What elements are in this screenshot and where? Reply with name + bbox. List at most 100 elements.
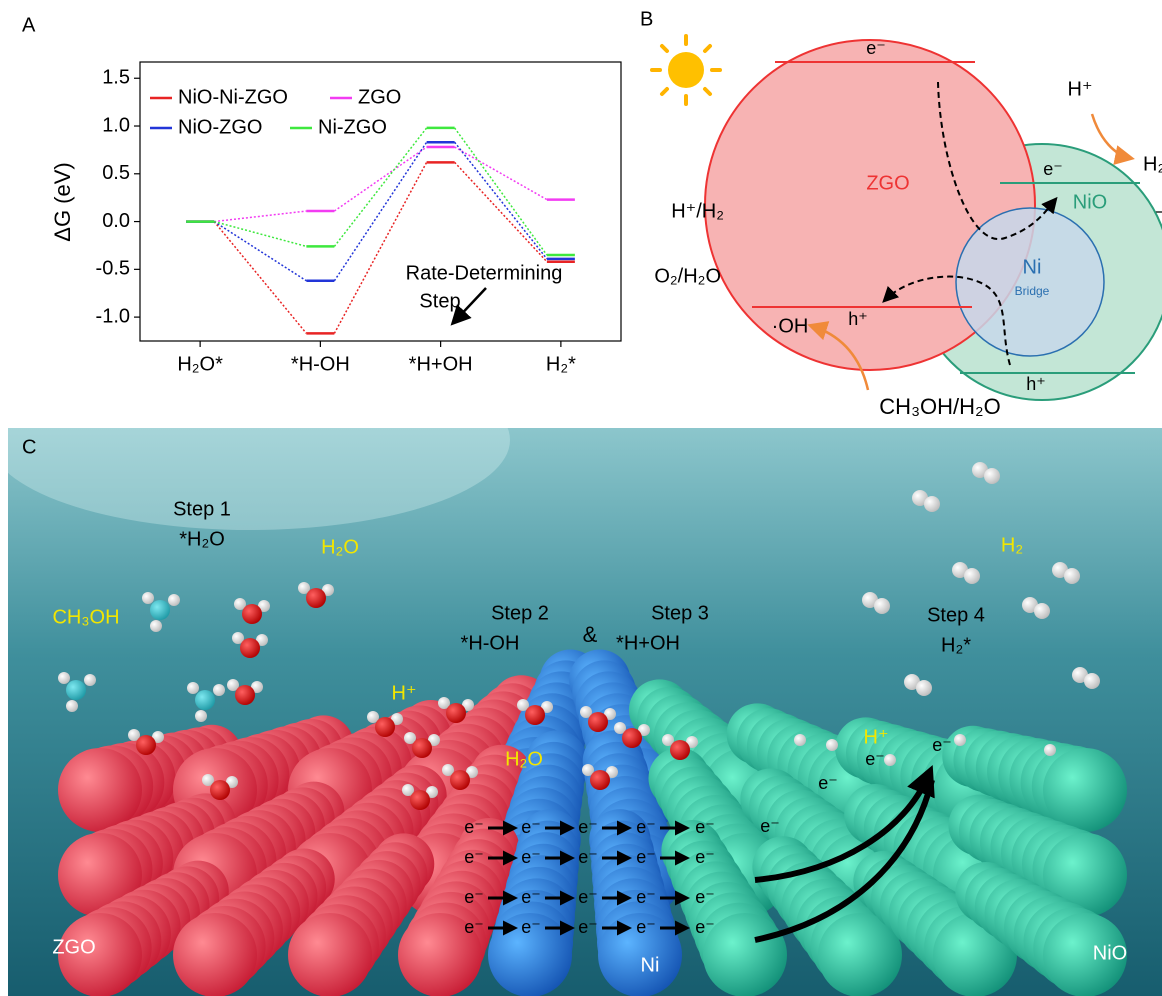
h-atom: [142, 592, 154, 604]
electron-label: e⁻: [695, 917, 715, 937]
legend-label: ZGO: [358, 86, 401, 108]
h-atom: [213, 684, 225, 696]
panel-c: e⁻e⁻e⁻e⁻e⁻e⁻e⁻e⁻e⁻e⁻e⁻e⁻e⁻e⁻e⁻e⁻e⁻e⁻e⁻e⁻: [0, 350, 1162, 996]
h-atom: [874, 598, 890, 614]
connector: [334, 142, 426, 281]
atom: [136, 735, 156, 755]
atom: [590, 770, 610, 790]
panel-b: B e⁻ H⁺ H₂ ZGO e⁻ NiO Ni Bridge H⁺/H₂ O₂…: [640, 8, 1162, 419]
electron-label: e⁻: [521, 817, 541, 837]
h-atom: [794, 734, 806, 746]
x-tick-label: *H+OH: [409, 353, 473, 375]
atom: [622, 728, 642, 748]
electron-label: e⁻: [636, 817, 656, 837]
panel-a: A ΔG (eV) Rate-Determining Step -1.0-0.5…: [22, 14, 621, 375]
level-label: H⁺/H₂: [671, 200, 724, 222]
atom: [288, 913, 372, 996]
legend-label: NiO-ZGO: [178, 116, 262, 138]
step-label: H₂*: [941, 634, 971, 656]
h-atom: [168, 594, 180, 606]
legend-label: NiO-Ni-ZGO: [178, 86, 288, 108]
h-atom: [84, 674, 96, 686]
scavenger-label: CH₃OH/H₂O: [879, 394, 1000, 419]
electron-label: e⁻: [521, 847, 541, 867]
electron-label: e⁻: [695, 817, 715, 837]
connector: [334, 147, 426, 211]
panel-label: A: [22, 14, 36, 36]
hole-label: h⁺: [1026, 374, 1046, 394]
material-label: Ni: [641, 954, 660, 976]
atom: [703, 913, 787, 996]
electron-label: e⁻: [464, 817, 484, 837]
h-atom: [916, 680, 932, 696]
connector: [214, 211, 306, 222]
x-tick-label: H₂O*: [177, 353, 223, 375]
y-tick-label: 0.0: [102, 210, 130, 232]
h-atom: [195, 710, 207, 722]
atom: [242, 604, 262, 624]
h-atom: [1044, 744, 1056, 756]
reaction-arrow: [1092, 114, 1130, 158]
step-label: *H-OH: [461, 632, 520, 654]
hydrogen-label: H₂: [1143, 153, 1162, 175]
atom: [375, 717, 395, 737]
y-tick-label: -0.5: [96, 258, 130, 280]
electron-label: e⁻: [464, 887, 484, 907]
material-label: ZGO: [52, 936, 95, 958]
ni-label: Ni: [1023, 256, 1042, 278]
step-label: *H₂O: [179, 528, 225, 550]
electron-label: e⁻: [818, 773, 838, 793]
step-label: Step 2: [491, 602, 549, 624]
molecule-label: CH₃OH: [52, 606, 119, 628]
electron-label: e⁻: [578, 887, 598, 907]
h-atom: [1064, 568, 1080, 584]
electron-label: e⁻: [464, 847, 484, 867]
electron-label: e⁻: [636, 917, 656, 937]
legend-label: Ni-ZGO: [318, 116, 387, 138]
h-atom: [826, 739, 838, 751]
h-atom: [984, 468, 1000, 484]
atom: [306, 588, 326, 608]
bridge-label: Bridge: [1015, 284, 1050, 298]
connector: [214, 222, 306, 281]
step-label: Step 4: [927, 604, 985, 626]
atom: [150, 600, 170, 620]
h-atom: [924, 496, 940, 512]
electron-label: e⁻: [464, 917, 484, 937]
electron-label: e⁻: [932, 735, 952, 755]
electron-label: e⁻: [521, 887, 541, 907]
atom: [210, 780, 230, 800]
panel-label: C: [22, 436, 36, 458]
atom: [446, 703, 466, 723]
light: [0, 350, 510, 530]
connector: [455, 147, 547, 200]
step-label: *H+OH: [616, 632, 680, 654]
level-label: O₂/H₂O: [654, 265, 721, 287]
atom: [525, 705, 545, 725]
atom: [240, 638, 260, 658]
y-tick-label: 1.0: [102, 114, 130, 136]
h-atom: [954, 734, 966, 746]
connector: [334, 162, 426, 333]
h-atom: [187, 682, 199, 694]
h-atom: [964, 568, 980, 584]
y-tick-label: 1.5: [102, 67, 130, 89]
connector: [214, 222, 306, 334]
electron-label: e⁻: [578, 817, 598, 837]
connector: [455, 162, 547, 261]
annotation: Rate-Determining: [406, 262, 563, 284]
h-atom: [150, 620, 162, 632]
nio-label: NiO: [1073, 191, 1107, 213]
step-label: &: [583, 622, 598, 647]
h-atom: [884, 754, 896, 766]
atom: [450, 770, 470, 790]
atom: [412, 738, 432, 758]
y-tick-label: 0.5: [102, 162, 130, 184]
hole-label: h⁺: [848, 309, 868, 329]
electron-label: e⁻: [578, 917, 598, 937]
x-tick-label: *H-OH: [291, 353, 350, 375]
material-label: NiO: [1093, 942, 1127, 964]
electron-label: e⁻: [695, 847, 715, 867]
y-tick-label: -1.0: [96, 305, 130, 327]
electron-label: e⁻: [1043, 159, 1063, 179]
